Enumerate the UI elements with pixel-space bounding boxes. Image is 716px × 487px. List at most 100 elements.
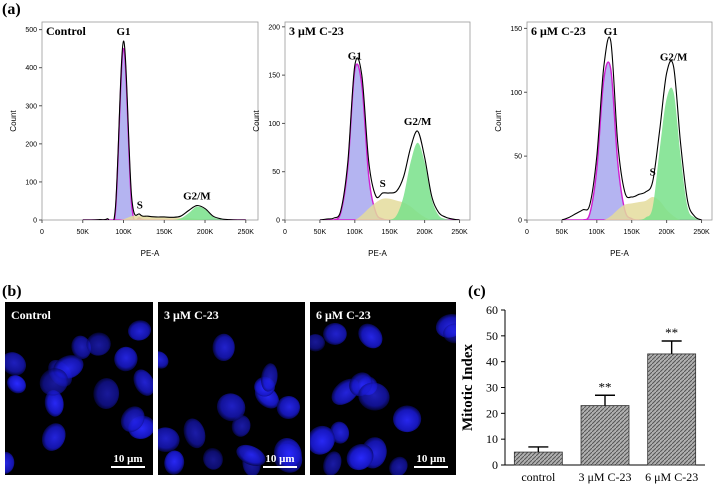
nucleus: [330, 421, 350, 444]
y-tick-label: 100: [268, 121, 280, 128]
x-tick-label: 150K: [624, 229, 641, 236]
nucleus: [261, 363, 278, 392]
phase-area: [561, 87, 702, 220]
phase-area: [319, 142, 460, 220]
phase-area: [82, 215, 246, 220]
y-axis-label: Count: [9, 110, 18, 132]
plot-frame: [284, 21, 471, 221]
x-tick-label: 150K: [156, 229, 173, 236]
nucleus: [310, 425, 335, 455]
bar: [647, 353, 697, 466]
x-tick-label: 0: [525, 229, 529, 236]
x-axis-label: PE-A: [610, 249, 629, 258]
nucleus: [5, 451, 15, 474]
nucleus: [120, 406, 145, 432]
nucleus: [358, 323, 383, 349]
peak-label: G2/M: [404, 116, 432, 128]
bar: [580, 405, 630, 466]
x-tick-label: 200K: [658, 229, 675, 236]
nucleus: [231, 415, 251, 437]
y-tick-label: 100: [510, 90, 522, 97]
nucleus: [236, 444, 266, 466]
nucleus: [93, 378, 120, 410]
x-tick-label: 250K: [693, 229, 710, 236]
nucleus: [183, 418, 206, 449]
significance: **: [599, 379, 612, 394]
y-tick-label: 50: [514, 154, 522, 161]
nucleus: [443, 323, 456, 344]
x-tick-label: 50K: [314, 229, 327, 236]
plot: [82, 40, 246, 220]
y-tick-label: 500: [25, 27, 37, 34]
y-tick-label: 0: [33, 218, 37, 225]
error-bar: [528, 446, 549, 453]
nucleus: [164, 450, 185, 475]
x-tick-label: 150K: [382, 229, 399, 236]
y-tick-label: 20: [486, 406, 498, 420]
y-axis-label: Mitotic Index: [460, 343, 476, 431]
nucleus: [389, 456, 408, 475]
x-axis-label: PE-A: [141, 249, 160, 258]
panel-title: 6 μM C-23: [531, 24, 586, 38]
x-tick-label: 100K: [347, 229, 364, 236]
y-tick-label: 60: [486, 303, 498, 317]
image-label: 3 μM C-23: [164, 308, 219, 322]
x-axis-label: PE-A: [368, 249, 387, 258]
x-tick-label: control: [521, 470, 556, 484]
x-tick-label: 0: [40, 229, 44, 236]
nucleus: [323, 323, 347, 345]
nucleus: [310, 334, 325, 352]
y-tick-label: 200: [25, 141, 37, 148]
phase-area: [82, 47, 246, 220]
y-tick-label: 0: [518, 218, 522, 225]
peak-label: G2/M: [660, 52, 688, 64]
nucleus: [5, 352, 27, 376]
significance: **: [665, 325, 678, 340]
x-tick-label: 250K: [451, 229, 468, 236]
panel-title: Control: [46, 24, 86, 38]
x-tick-label: 100K: [115, 229, 132, 236]
nucleus: [133, 369, 153, 396]
nucleus: [44, 390, 64, 417]
y-tick-label: 30: [486, 381, 498, 395]
y-tick-label: 40: [486, 355, 498, 369]
nucleus: [203, 447, 223, 470]
bar: [513, 451, 563, 466]
nuclei: [158, 333, 303, 475]
error-bar: [661, 340, 682, 354]
x-tick-label: 50K: [77, 229, 90, 236]
nucleus: [158, 351, 169, 369]
y-tick-label: 0: [492, 458, 498, 472]
y-axis-label: Count: [252, 110, 261, 132]
x-tick-label: 0: [283, 229, 287, 236]
x-tick-label: 200K: [416, 229, 433, 236]
histogram-line: [561, 36, 702, 220]
x-tick-label: 250K: [238, 229, 255, 236]
peak-label: S: [137, 199, 143, 211]
nucleus: [158, 427, 180, 453]
nucleus: [358, 382, 390, 411]
nucleus: [323, 451, 342, 475]
peak-label: S: [650, 167, 656, 179]
image-label: Control: [11, 308, 51, 322]
y-tick-label: 150: [510, 26, 522, 33]
y-tick-label: 200: [268, 24, 280, 31]
nucleus: [276, 395, 301, 420]
nucleus: [114, 346, 138, 372]
peak-label: S: [380, 178, 386, 190]
nucleus: [39, 368, 69, 396]
nucleus: [273, 437, 302, 470]
peak-label: G2/M: [183, 191, 211, 203]
phase-area: [82, 206, 246, 220]
phase-area: [319, 198, 460, 220]
panel-title: 3 μM C-23: [289, 24, 344, 38]
peak-label: G1: [604, 26, 618, 38]
y-tick-label: 300: [25, 103, 37, 110]
panel-label: (c): [468, 283, 486, 300]
y-axis-label: Count: [494, 110, 503, 132]
nucleus: [216, 393, 246, 422]
x-tick-label: 6 μM C-23: [645, 470, 698, 484]
nucleus: [346, 444, 374, 471]
error-bar: [595, 394, 615, 406]
